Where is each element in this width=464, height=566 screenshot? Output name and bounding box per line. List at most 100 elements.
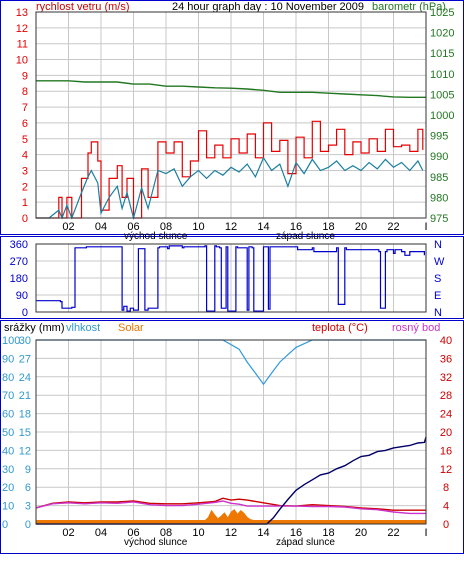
x-tick-label-top: 02: [62, 221, 74, 233]
baro-tick-label: 975: [430, 213, 448, 225]
x-tick-label-bottom: 08: [160, 527, 172, 539]
rain-tick-label: 24: [19, 372, 31, 384]
baro-axis-label: barometr (hPa): [372, 1, 446, 13]
baro-tick-label: 1025: [430, 7, 454, 19]
baro-tick-label: 1015: [430, 48, 454, 60]
wind-axis-label: rychlost vetru (m/s): [36, 1, 130, 13]
rain-tick-label: 30: [19, 335, 31, 347]
wind-tick-label: 6: [22, 118, 28, 130]
temp-tick-label: 20: [440, 427, 452, 439]
sunset-label-bottom: západ slunce: [276, 537, 335, 548]
baro-tick-label: 995: [430, 131, 448, 143]
rain-tick-label: 0: [25, 519, 31, 531]
dir-plot-border: [35, 243, 427, 313]
humidity-tick-label: 70: [2, 390, 14, 402]
wind-tick-label: 4: [22, 150, 28, 162]
rain-tick-label: 9: [25, 464, 31, 476]
humidity-tick-label: 20: [2, 482, 14, 494]
dir-tick-label: 180: [10, 273, 28, 285]
wind-tick-label: 11: [17, 39, 28, 51]
wind-tick-label: 2: [22, 181, 28, 193]
rain-tick-label: 21: [19, 390, 31, 402]
x-tick-label-top: 20: [355, 221, 367, 233]
rain-tick-label: 27: [19, 353, 31, 365]
temp-tick-label: 12: [440, 464, 452, 476]
dew-point-line: [35, 500, 426, 515]
x-tick-label-bottom: 12: [225, 527, 237, 539]
rain-line: [36, 436, 427, 525]
baro-tick-label: 1000: [430, 110, 454, 122]
baro-tick-label: 1020: [430, 28, 454, 40]
x-tick-label-bottom: 22: [387, 527, 399, 539]
x-tick-label-bottom: 16: [290, 527, 302, 539]
baro-tick-label: 990: [430, 151, 448, 163]
wind-tick-label: 9: [22, 70, 28, 82]
sunset-label-top: západ slunce: [276, 231, 335, 242]
dir-tick-label: 90: [16, 290, 28, 302]
sunrise-label-bottom: východ slunce: [124, 537, 188, 548]
solar-label: Solar: [118, 322, 144, 334]
humidity-tick-label: 50: [2, 427, 14, 439]
x-tick-label-top: 14: [257, 221, 269, 233]
x-tick-label-top: 22: [387, 221, 399, 233]
compass-tick-label: N: [434, 307, 442, 319]
humidity-tick-label: 40: [2, 445, 14, 457]
compass-tick-label: S: [434, 273, 441, 285]
baro-tick-label: 1005: [430, 89, 454, 101]
dew-point-label: rosný bod: [392, 322, 440, 334]
wind-average-line: [36, 156, 424, 221]
x-tick-label-top: 12: [225, 221, 237, 233]
wind-direction-line: [36, 245, 425, 312]
temp-tick-label: 8: [443, 482, 449, 494]
wind-tick-label: 5: [22, 134, 28, 146]
wind-tick-label: 3: [22, 165, 28, 177]
axis-tick-labels: 0202040406060808101012121414161618182020…: [2, 7, 454, 539]
x-tick-label-bottom: I: [424, 527, 427, 539]
temperature-line: [35, 497, 426, 511]
compass-tick-label: N: [434, 239, 442, 251]
top-plot-border: [35, 11, 427, 219]
data-series: [35, 80, 427, 525]
dir-tick-label: 360: [10, 239, 28, 251]
solar-area: [35, 508, 427, 525]
rain-tick-label: 15: [19, 427, 31, 439]
wind-tick-label: 8: [22, 86, 28, 98]
temperature-label: teplota (°C): [312, 322, 368, 334]
x-tick-label-top: I: [424, 221, 427, 233]
baro-tick-label: 1010: [430, 69, 454, 81]
x-tick-label-bottom: 14: [257, 527, 269, 539]
rain-tick-label: 6: [25, 482, 31, 494]
humidity-tick-label: 90: [2, 353, 14, 365]
humidity-tick-label: 100: [2, 335, 20, 347]
x-tick-label-bottom: 18: [322, 527, 334, 539]
rain-tick-label: 18: [19, 409, 31, 421]
temp-tick-label: 4: [443, 501, 449, 513]
x-tick-label-bottom: 04: [95, 527, 107, 539]
x-tick-label-top: 16: [290, 221, 302, 233]
rain-axis-label: srážky (mm): [4, 322, 65, 334]
wind-tick-label: 0: [22, 213, 28, 225]
sunrise-label-top: východ slunce: [124, 231, 188, 242]
temp-tick-label: 40: [440, 335, 452, 347]
humidity-tick-label: 80: [2, 372, 14, 384]
baro-tick-label: 980: [430, 192, 448, 204]
wind-gust-line: [36, 120, 424, 219]
temp-tick-label: 28: [440, 390, 452, 402]
humidity-tick-label: 0: [2, 519, 8, 531]
temp-tick-label: 16: [440, 445, 452, 457]
dir-tick-label: 0: [22, 307, 28, 319]
wind-tick-label: 1: [22, 197, 28, 209]
wind-tick-label: 7: [22, 102, 28, 114]
temp-tick-label: 36: [440, 353, 452, 365]
temp-tick-label: 0: [443, 519, 449, 531]
wind-tick-label: 13: [16, 7, 28, 19]
humidity-tick-label: 10: [2, 501, 14, 513]
x-tick-label-bottom: 06: [127, 527, 139, 539]
x-tick-label-top: 10: [192, 221, 204, 233]
temp-tick-label: 24: [440, 409, 452, 421]
x-tick-label-top: 06: [127, 221, 139, 233]
x-tick-label-top: 08: [160, 221, 172, 233]
humidity-label: vlhkost: [66, 322, 100, 334]
x-tick-label-bottom: 20: [355, 527, 367, 539]
